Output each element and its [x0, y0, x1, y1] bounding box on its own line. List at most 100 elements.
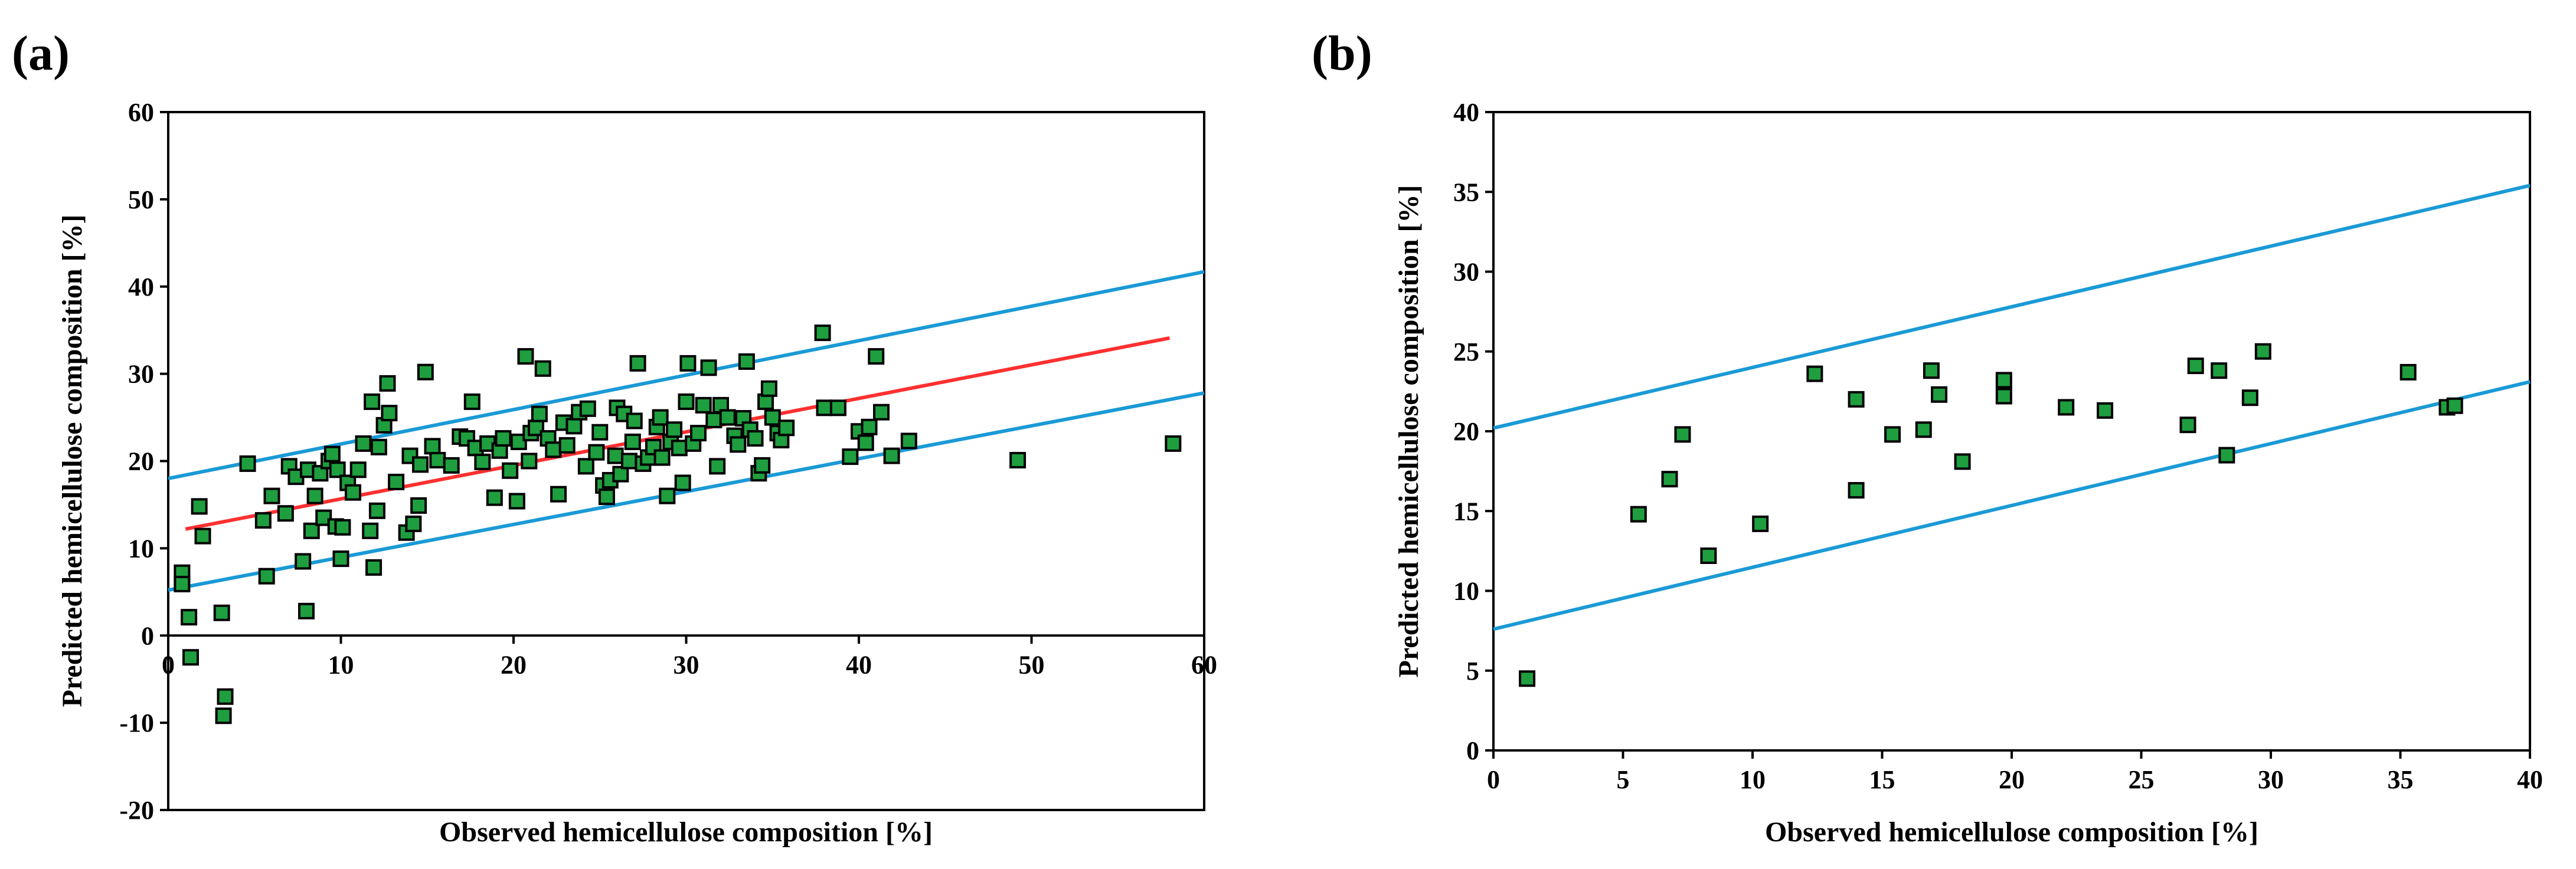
panel-a-x-ticks: 0 10 20 30 40 50 60: [162, 634, 1217, 679]
panel-a-points: [174, 324, 1182, 724]
panel-a-y-tick-label: 30: [128, 360, 154, 389]
panel-b-x-tick-label: 25: [2129, 765, 2155, 794]
panel-a-data-point: [653, 449, 671, 466]
panel-b-data-point: [2400, 363, 2417, 381]
panel-b-points: [1519, 343, 2463, 687]
panel-a-data-point: [652, 409, 669, 426]
panel-a-data-point: [671, 440, 688, 457]
panel-a-data-point: [550, 486, 567, 503]
panel-a-data-point: [747, 430, 764, 447]
panel-b-y-ticks: 0 5 10 15 20 25 30 35 40: [1453, 98, 1493, 765]
panel-b-y-tick-label: 25: [1453, 337, 1479, 366]
panel-a-data-point: [624, 433, 641, 450]
panel-a-data-point: [181, 609, 198, 626]
panel-a-data-point: [829, 399, 846, 417]
panel-b: (b) 0 5 10 15 20 25 30 35 40 0 5 10 15 20 25 30 35 40 Ob…: [1312, 26, 2543, 848]
panel-b-data-point: [2179, 417, 2196, 434]
panel-a-data-point: [329, 461, 346, 478]
panel-a-y-tick-label: 50: [128, 185, 154, 214]
panel-a-x-tick-label: 60: [1191, 650, 1217, 679]
panel-a-data-point: [217, 688, 234, 705]
panel-a-data-point: [700, 359, 717, 376]
panel-a-data-point: [719, 409, 736, 426]
panel-a-data-point: [674, 474, 691, 491]
panel-a-data-point: [508, 493, 525, 510]
panel-a-data-point: [517, 348, 534, 365]
panel-a-data-point: [626, 412, 643, 429]
panel-a-data-point: [565, 418, 583, 435]
panel-a-data-point: [778, 419, 795, 437]
panel-a-data-point: [410, 497, 427, 514]
panel-a-y-tick-label: -10: [119, 709, 154, 737]
panel-b-data-point: [1674, 426, 1691, 443]
panel-a-data-point: [531, 405, 548, 422]
panel-a: (a) 0 10 20 30 40 50 60 -20 -10 0 10 20 30 40 50 60 Ob…: [12, 26, 1217, 848]
panel-a-data-point: [620, 452, 638, 470]
panel-a-data-point: [355, 435, 372, 452]
panel-a-data-point: [429, 452, 446, 469]
panel-a-x-tick-label: 10: [328, 650, 354, 679]
panel-b-data-point: [1752, 515, 1769, 532]
panel-b-y-tick-label: 15: [1453, 497, 1479, 526]
panel-b-lines: [1493, 183, 2531, 631]
panel-a-data-point: [349, 461, 367, 478]
panel-b-data-point: [2187, 358, 2204, 375]
panel-b-data-point: [2446, 397, 2463, 414]
panel-a-data-point: [417, 363, 434, 381]
panel-a-data-point: [388, 473, 405, 490]
panel-a-data-point: [695, 396, 712, 414]
panel-a-y-tick-label: 60: [128, 98, 154, 127]
panel-b-data-point: [1700, 547, 1717, 564]
panel-a-data-point: [689, 425, 707, 442]
panel-a-y-tick-label: 10: [128, 534, 154, 563]
panel-a-data-point: [295, 553, 312, 570]
panel-a-data-point: [607, 447, 624, 464]
panel-a-data-point: [191, 498, 208, 515]
panel-a-data-point: [174, 576, 191, 593]
panel-a-x-tick-label: 20: [501, 650, 527, 679]
panel-a-data-point: [365, 559, 383, 576]
panel-a-data-point: [679, 355, 697, 372]
panel-a-x-tick-label: 0: [162, 650, 175, 679]
panel-a-data-point: [463, 393, 480, 410]
panel-b-data-point: [2218, 447, 2235, 464]
panel-a-data-point: [900, 432, 917, 450]
panel-a-data-point: [598, 488, 615, 506]
panel-a-y-tick-label: 0: [141, 621, 154, 650]
panel-a-data-point: [534, 360, 551, 377]
panel-a-data-point: [579, 400, 596, 417]
panel-a-data-point: [709, 458, 726, 475]
panel-a-data-point: [730, 436, 747, 453]
panel-a-upper-bound-line: [168, 270, 1205, 481]
panel-b-data-point: [2058, 399, 2075, 416]
panel-a-x-axis-title: Observed hemicellulose composition [%]: [439, 816, 933, 848]
panel-b-label: (b): [1312, 26, 1372, 81]
panel-a-data-point: [645, 438, 662, 455]
panel-b-y-axis-title: Predicted hemicellulose composition [%]: [1393, 185, 1424, 678]
panel-b-data-point: [1848, 482, 1865, 499]
panel-a-data-point: [764, 409, 781, 426]
panel-a-y-tick-label: 20: [128, 447, 154, 476]
panel-b-plot-area: [1492, 111, 2531, 752]
panel-b-x-tick-label: 35: [2388, 765, 2414, 794]
panel-a-data-point: [588, 444, 605, 461]
panel-b-y-tick-label: 10: [1453, 577, 1479, 606]
panel-a-data-point: [577, 458, 594, 475]
panel-a-data-point: [558, 437, 576, 454]
panel-a-data-point: [760, 380, 777, 397]
panel-a-data-point: [303, 522, 320, 539]
panel-a-data-point: [364, 393, 381, 410]
panel-a-data-point: [857, 434, 874, 451]
panel-b-data-point: [1915, 421, 1932, 438]
panel-b-data-point: [1884, 426, 1901, 443]
panel-a-data-point: [545, 441, 562, 458]
panel-b-x-tick-label: 40: [2517, 765, 2543, 794]
panel-b-x-tick-label: 15: [1869, 765, 1895, 794]
panel-a-data-point: [666, 421, 683, 438]
panel-a-data-point: [298, 602, 315, 619]
panel-a-y-ticks: -20 -10 0 10 20 30 40 50 60: [119, 98, 168, 825]
panel-b-y-tick-label: 20: [1453, 417, 1479, 446]
panel-a-data-point: [368, 502, 385, 519]
panel-b-y-tick-label: 30: [1453, 258, 1479, 287]
